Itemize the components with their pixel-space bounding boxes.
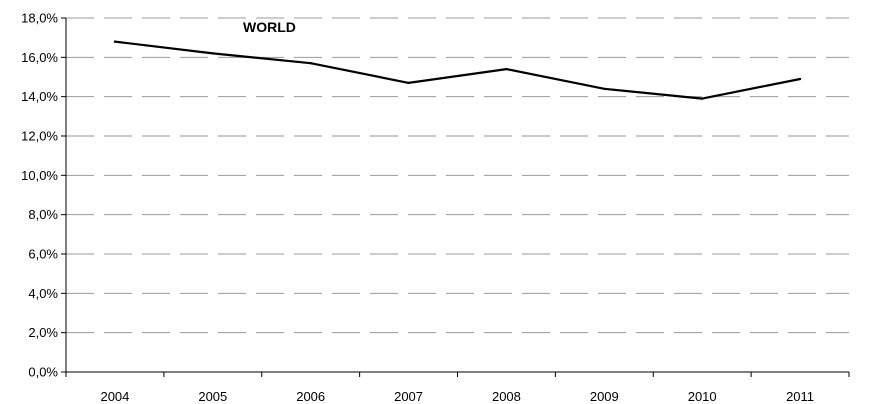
x-tick-label-2005: 2005 [198, 389, 227, 404]
x-tick-label-2009: 2009 [590, 389, 619, 404]
data-point-2006 [309, 62, 312, 65]
series [113, 40, 802, 100]
data-point-2004 [113, 40, 117, 43]
y-tick-label-4: 8,0% [28, 207, 58, 222]
x-tick-label-2007: 2007 [394, 389, 423, 404]
y-tick-label-8: 16,0% [21, 50, 58, 65]
chart-title: WORLD [243, 19, 296, 35]
data-point-2010 [701, 97, 704, 100]
axes [61, 17, 850, 377]
data-point-2008 [505, 68, 508, 71]
data-point-2011 [798, 77, 802, 81]
x-tick-label-2010: 2010 [688, 389, 717, 404]
series-line-0 [113, 40, 802, 100]
y-tick-label-6: 12,0% [21, 129, 58, 144]
y-tick-label-1: 2,0% [28, 325, 58, 340]
y-tick-label-2: 4,0% [28, 286, 58, 301]
y-tick-label-9: 18,0% [21, 11, 58, 26]
y-tick-label-0: 0,0% [28, 365, 58, 380]
y-tick-labels: 0,0% 2,0% 4,0% 6,0% 8,0% 10,0% 12,0% 14,0% 16,0%… [21, 11, 58, 380]
gridlines [66, 17, 849, 334]
y-tick-label-7: 14,0% [21, 89, 58, 104]
y-tick-label-5: 10,0% [21, 168, 58, 183]
x-tick-label-2008: 2008 [492, 389, 521, 404]
data-point-2007 [407, 81, 410, 84]
x-tick-label-2004: 2004 [100, 389, 129, 404]
data-point-2005 [211, 52, 214, 55]
x-tick-label-2006: 2006 [296, 389, 325, 404]
x-tick-labels: 2004 2005 2006 2007 2008 2009 2010 2011 [100, 389, 814, 404]
x-tick-label-2011: 2011 [786, 389, 814, 404]
y-tick-label-3: 6,0% [28, 247, 58, 262]
data-point-2009 [603, 87, 606, 90]
